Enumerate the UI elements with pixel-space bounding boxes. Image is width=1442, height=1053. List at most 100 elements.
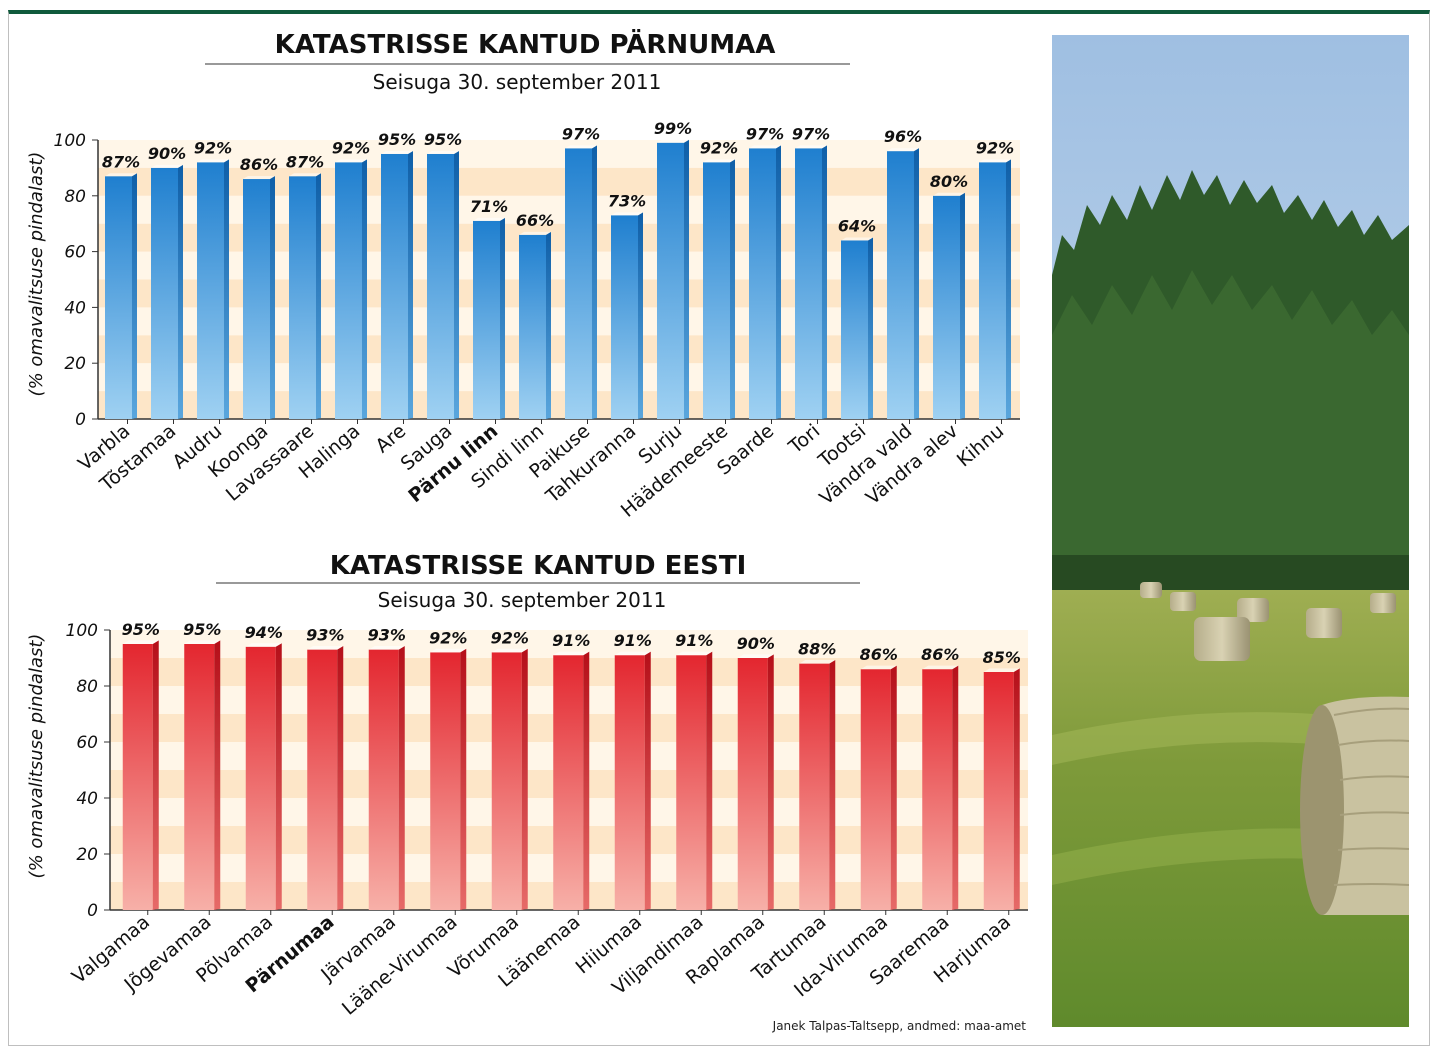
bar-value-label: 95%	[183, 620, 221, 639]
bar	[519, 234, 546, 419]
bar-value-label: 96%	[884, 127, 922, 146]
bar	[799, 663, 830, 910]
bar	[614, 655, 645, 910]
y-tick-label: 40	[64, 298, 86, 318]
bar-value-label: 93%	[306, 626, 344, 645]
bar-value-label: 92%	[332, 138, 370, 157]
y-tick-label: 20	[64, 354, 86, 374]
bar-side	[1006, 159, 1011, 419]
bar	[933, 195, 960, 419]
bar	[197, 162, 224, 419]
bar	[676, 655, 707, 910]
bar-top	[657, 139, 689, 143]
bar-value-label: 64%	[838, 216, 876, 235]
bar	[430, 652, 461, 910]
bar	[841, 240, 868, 419]
bar	[922, 669, 953, 910]
y-tick-label: 60	[76, 733, 98, 753]
bar-side	[275, 643, 282, 910]
grid-band	[98, 195, 1020, 224]
bar-side	[868, 237, 873, 419]
bar-top	[795, 145, 827, 149]
grid-band	[98, 391, 1020, 419]
bar-top	[749, 145, 781, 149]
chart1-subtitle: Seisuga 30. september 2011	[373, 70, 662, 94]
bar-side	[914, 148, 919, 419]
y-tick-label: 80	[64, 187, 86, 207]
bar	[860, 669, 891, 910]
bar-side	[638, 212, 643, 419]
bar-side	[316, 173, 321, 419]
bar-side	[337, 646, 344, 910]
bar	[749, 148, 776, 419]
bar-side	[270, 176, 275, 419]
bar	[368, 649, 399, 910]
bar-top	[799, 660, 836, 664]
bar-top	[979, 159, 1011, 163]
bar	[979, 162, 1006, 419]
bar-top	[122, 640, 159, 644]
bar-top	[887, 148, 919, 152]
bar-value-label: 95%	[378, 130, 416, 149]
bar-value-label: 92%	[976, 138, 1014, 157]
bar	[335, 162, 362, 419]
bar-value-label: 92%	[700, 138, 738, 157]
bar-top	[335, 159, 367, 163]
bar	[307, 649, 338, 910]
bar	[611, 215, 638, 419]
bar-side	[730, 159, 735, 419]
bar-value-label: 91%	[614, 631, 652, 650]
bar-top	[519, 231, 551, 235]
bar-side	[767, 654, 774, 910]
y-tick-label: 100	[54, 131, 86, 151]
bar	[122, 644, 153, 910]
bar-value-label: 91%	[675, 631, 713, 650]
bar-side	[592, 145, 597, 419]
bar-top	[676, 651, 713, 656]
bar-value-label: 97%	[562, 124, 600, 143]
bar-top	[933, 192, 965, 196]
y-tick-label: 80	[76, 677, 98, 697]
bar-side	[583, 651, 590, 910]
bar	[983, 672, 1014, 910]
bar-side	[706, 651, 713, 910]
bar-side	[362, 159, 367, 419]
bar-top	[197, 159, 229, 163]
bar	[105, 176, 132, 419]
bar-side	[644, 651, 651, 910]
chart2-title: KATASTRISSE KANTUD EESTI	[330, 551, 747, 581]
bar-side	[960, 192, 965, 419]
chart1-plot: 02040608010087%Varbla90%Tõstamaa92%Audru…	[54, 119, 1020, 522]
bar-top	[368, 646, 405, 650]
bar-side	[1013, 668, 1020, 910]
bar-side	[454, 150, 459, 419]
bar-top	[491, 648, 528, 653]
bar	[151, 167, 178, 419]
bar-value-label: 95%	[122, 620, 160, 639]
bar-value-label: 85%	[983, 648, 1021, 667]
bar-value-label: 88%	[798, 640, 836, 659]
bar-value-label: 97%	[746, 124, 784, 143]
bar-side	[829, 660, 836, 910]
bar-top	[430, 648, 467, 653]
grid-band	[98, 167, 1020, 196]
credit-text: Janek Talpas-Taltsepp, andmed: maa-amet	[772, 1019, 1027, 1033]
bar-top	[151, 164, 183, 168]
bar-value-label: 71%	[470, 197, 508, 216]
bar-top	[611, 212, 643, 216]
bar	[243, 179, 270, 419]
grid-band	[98, 279, 1020, 308]
bar-side	[521, 648, 528, 910]
bar-value-label: 94%	[245, 623, 283, 642]
bar	[795, 148, 822, 419]
bar-top	[307, 646, 344, 650]
bar	[289, 176, 316, 419]
bar-top	[243, 176, 275, 180]
bar-side	[546, 231, 551, 419]
bar-value-label: 91%	[552, 631, 590, 650]
bar-side	[132, 173, 137, 419]
bar-value-label: 93%	[368, 626, 406, 645]
bar	[657, 142, 684, 420]
